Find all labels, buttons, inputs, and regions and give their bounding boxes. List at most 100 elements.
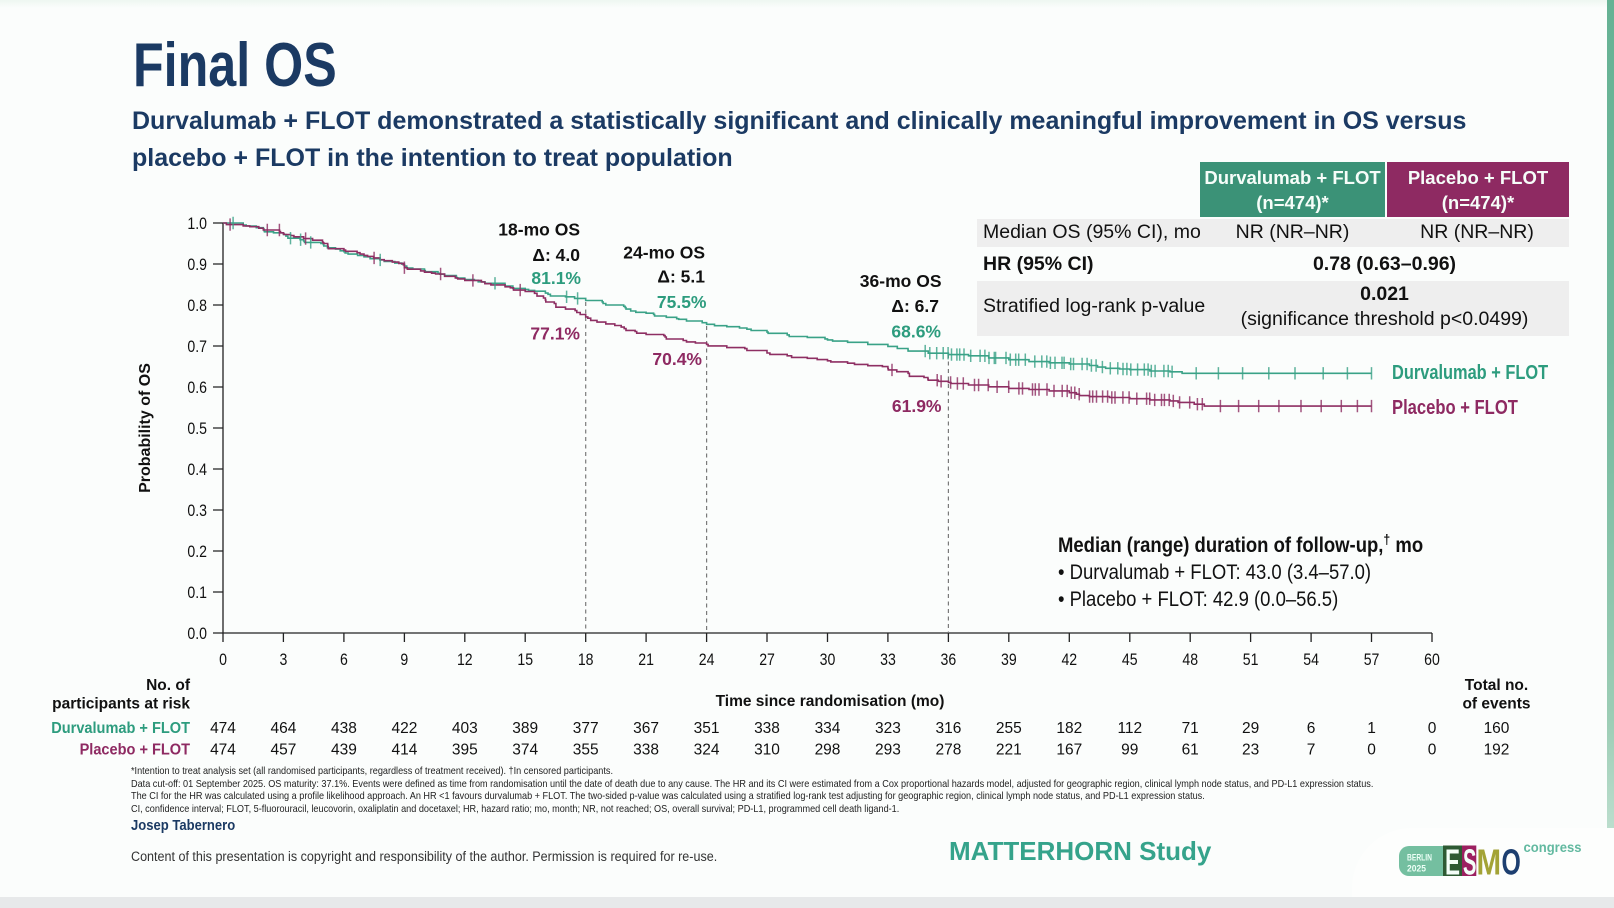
svg-text:68.6%: 68.6% xyxy=(891,322,941,342)
svg-text:24-mo OS: 24-mo OS xyxy=(623,243,705,263)
svg-text:O: O xyxy=(1502,842,1521,883)
svg-text:438: 438 xyxy=(331,720,357,737)
svg-text:112: 112 xyxy=(1117,720,1142,737)
svg-text:15: 15 xyxy=(517,651,533,669)
svg-text:S: S xyxy=(1463,844,1476,883)
svg-text:12: 12 xyxy=(457,651,473,669)
svg-text:377: 377 xyxy=(573,720,599,737)
svg-text:Placebo + FLOT: Placebo + FLOT xyxy=(80,741,191,759)
svg-text:Durvalumab + FLOT: Durvalumab + FLOT xyxy=(1392,360,1549,383)
svg-text:Total no.: Total no. xyxy=(1465,677,1528,694)
svg-text:0.2: 0.2 xyxy=(187,543,207,561)
svg-text:395: 395 xyxy=(452,742,478,759)
svg-text:0.9: 0.9 xyxy=(187,256,207,274)
svg-text:75.5%: 75.5% xyxy=(657,292,707,312)
svg-text:congress: congress xyxy=(1524,840,1582,855)
svg-text:77.1%: 77.1% xyxy=(530,324,580,344)
svg-text:71: 71 xyxy=(1182,720,1199,737)
svg-text:464: 464 xyxy=(270,720,296,737)
svg-text:Durvalumab + FLOT: Durvalumab + FLOT xyxy=(51,720,191,738)
svg-text:0.8: 0.8 xyxy=(187,297,207,315)
svg-text:39: 39 xyxy=(1001,651,1017,669)
svg-text:255: 255 xyxy=(996,720,1022,737)
svg-text:Δ: 6.7: Δ: 6.7 xyxy=(891,296,939,316)
svg-text:45: 45 xyxy=(1122,651,1138,669)
svg-text:30: 30 xyxy=(820,651,836,669)
svg-text:355: 355 xyxy=(573,742,599,759)
svg-text:7: 7 xyxy=(1307,742,1316,759)
svg-text:0.7: 0.7 xyxy=(187,338,207,356)
svg-text:374: 374 xyxy=(512,742,538,759)
svg-text:414: 414 xyxy=(391,742,417,759)
svg-text:160: 160 xyxy=(1484,720,1510,737)
svg-text:1: 1 xyxy=(1367,720,1376,737)
svg-text:Time since randomisation (mo): Time since randomisation (mo) xyxy=(716,693,945,710)
svg-text:0.1: 0.1 xyxy=(187,584,207,602)
svg-text:36-mo OS: 36-mo OS xyxy=(860,271,942,291)
svg-text:9: 9 xyxy=(400,651,408,669)
svg-text:293: 293 xyxy=(875,742,901,759)
svg-text:324: 324 xyxy=(694,742,720,759)
svg-text:0.6: 0.6 xyxy=(187,379,207,397)
svg-text:182: 182 xyxy=(1056,720,1082,737)
svg-text:474: 474 xyxy=(210,742,236,759)
svg-text:334: 334 xyxy=(815,720,841,737)
svg-text:6: 6 xyxy=(340,651,348,669)
svg-text:6: 6 xyxy=(1307,720,1316,737)
svg-text:338: 338 xyxy=(754,720,780,737)
svg-text:42: 42 xyxy=(1061,651,1077,669)
svg-text:316: 316 xyxy=(935,720,961,737)
svg-text:57: 57 xyxy=(1364,651,1380,669)
svg-text:457: 457 xyxy=(270,742,296,759)
svg-text:M: M xyxy=(1477,842,1502,882)
svg-text:439: 439 xyxy=(331,742,357,759)
svg-text:0.0: 0.0 xyxy=(187,625,207,643)
svg-text:367: 367 xyxy=(633,720,659,737)
svg-text:3: 3 xyxy=(280,651,288,669)
svg-text:Placebo + FLOT: Placebo + FLOT xyxy=(1392,395,1518,418)
svg-text:21: 21 xyxy=(638,651,654,669)
svg-text:298: 298 xyxy=(815,742,841,759)
svg-text:51: 51 xyxy=(1243,651,1259,669)
svg-text:23: 23 xyxy=(1242,742,1259,759)
svg-text:474: 474 xyxy=(210,720,236,737)
svg-text:70.4%: 70.4% xyxy=(652,349,702,369)
svg-text:18-mo OS: 18-mo OS xyxy=(498,220,580,240)
svg-text:192: 192 xyxy=(1484,742,1510,759)
svg-text:E: E xyxy=(1445,843,1460,883)
svg-text:0.5: 0.5 xyxy=(187,420,207,438)
svg-text:389: 389 xyxy=(512,720,538,737)
svg-text:167: 167 xyxy=(1056,742,1082,759)
svg-text:61.9%: 61.9% xyxy=(892,396,942,416)
svg-text:278: 278 xyxy=(935,742,961,759)
svg-text:Δ: 5.1: Δ: 5.1 xyxy=(657,267,705,287)
svg-text:0.3: 0.3 xyxy=(187,502,207,520)
svg-text:Probability of OS: Probability of OS xyxy=(137,363,154,493)
svg-text:99: 99 xyxy=(1121,742,1138,759)
svg-text:18: 18 xyxy=(578,651,594,669)
svg-text:33: 33 xyxy=(880,651,896,669)
svg-text:81.1%: 81.1% xyxy=(531,268,581,288)
svg-text:36: 36 xyxy=(941,651,957,669)
svg-text:338: 338 xyxy=(633,742,659,759)
svg-text:27: 27 xyxy=(759,651,775,669)
svg-text:0.4: 0.4 xyxy=(187,461,207,479)
svg-text:participants at risk: participants at risk xyxy=(52,696,190,713)
svg-text:351: 351 xyxy=(694,720,720,737)
svg-text:0: 0 xyxy=(1367,742,1376,759)
svg-text:0: 0 xyxy=(1428,742,1437,759)
svg-text:0: 0 xyxy=(1428,720,1437,737)
svg-text:29: 29 xyxy=(1242,720,1259,737)
svg-text:323: 323 xyxy=(875,720,901,737)
svg-text:60: 60 xyxy=(1424,651,1440,669)
svg-text:1.0: 1.0 xyxy=(187,215,207,233)
svg-text:221: 221 xyxy=(996,742,1022,759)
svg-text:BERLIN: BERLIN xyxy=(1407,853,1432,864)
svg-text:No. of: No. of xyxy=(146,677,191,694)
svg-text:of events: of events xyxy=(1462,696,1530,713)
svg-text:403: 403 xyxy=(452,720,478,737)
svg-text:422: 422 xyxy=(391,720,417,737)
svg-text:310: 310 xyxy=(754,742,780,759)
svg-text:Δ: 4.0: Δ: 4.0 xyxy=(532,245,580,265)
svg-text:2025: 2025 xyxy=(1407,864,1427,875)
